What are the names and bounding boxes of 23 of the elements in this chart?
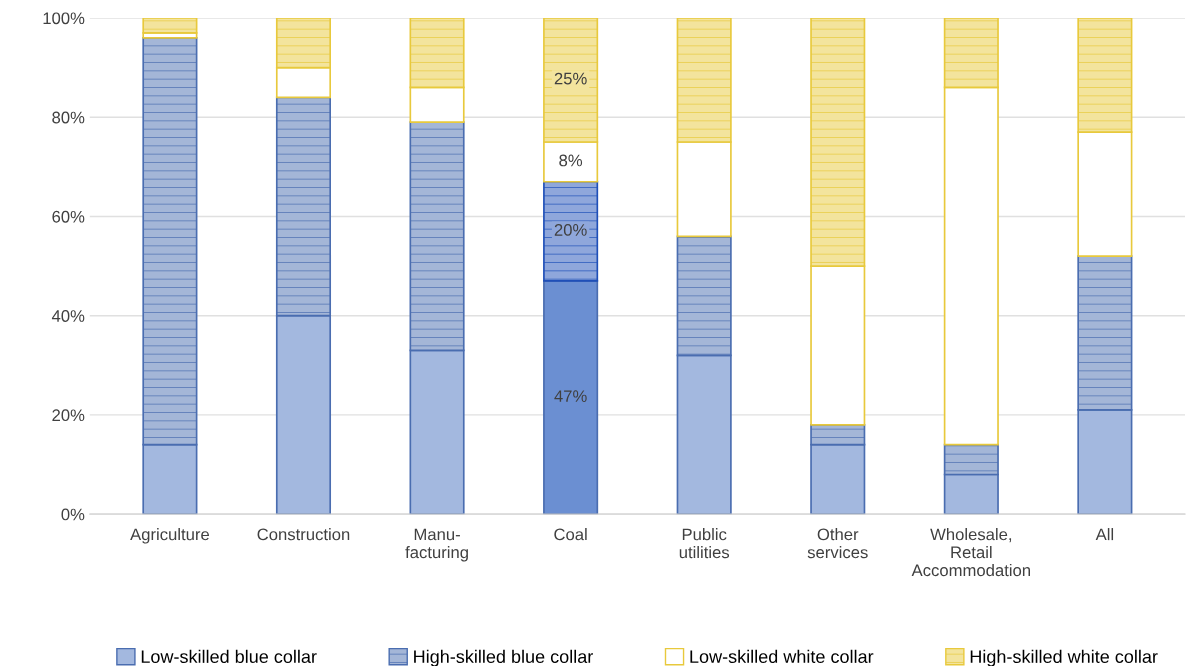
- legend-label: High-skilled blue collar: [414, 649, 593, 666]
- data-label: 47%: [554, 390, 587, 402]
- data-label: 25%: [554, 72, 587, 85]
- y-tick-label: 0%: [61, 508, 85, 521]
- x-tick-label: Manu- facturing: [405, 528, 468, 562]
- y-tick-label: 80%: [52, 111, 85, 124]
- x-tick-label: All: [1095, 528, 1114, 541]
- x-tick-label: Construction: [257, 528, 350, 541]
- y-tick-label: 40%: [51, 310, 85, 322]
- data-label: 8%: [559, 154, 583, 167]
- legend-label: Low-skilled white collar: [690, 649, 874, 664]
- y-tick-label: 100%: [43, 12, 85, 25]
- data-label: 20%: [554, 224, 587, 236]
- x-tick-label: Agriculture: [130, 528, 210, 544]
- bar: [543, 280, 599, 515]
- legend-label: Low-skilled blue collar: [141, 649, 317, 664]
- x-tick-label: Other services: [807, 528, 868, 559]
- x-tick-label: Public utilities: [679, 528, 730, 559]
- x-tick-label: Wholesale, Retail Accommodation: [911, 528, 1030, 577]
- legend-label: High-skilled white collar: [970, 649, 1158, 666]
- y-tick-label: 20%: [52, 409, 85, 422]
- x-tick-label: Coal: [554, 528, 587, 541]
- y-tick-label: 60%: [52, 210, 85, 223]
